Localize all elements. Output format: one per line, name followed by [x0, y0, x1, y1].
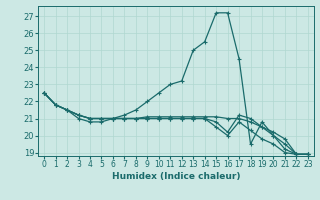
X-axis label: Humidex (Indice chaleur): Humidex (Indice chaleur) — [112, 172, 240, 181]
